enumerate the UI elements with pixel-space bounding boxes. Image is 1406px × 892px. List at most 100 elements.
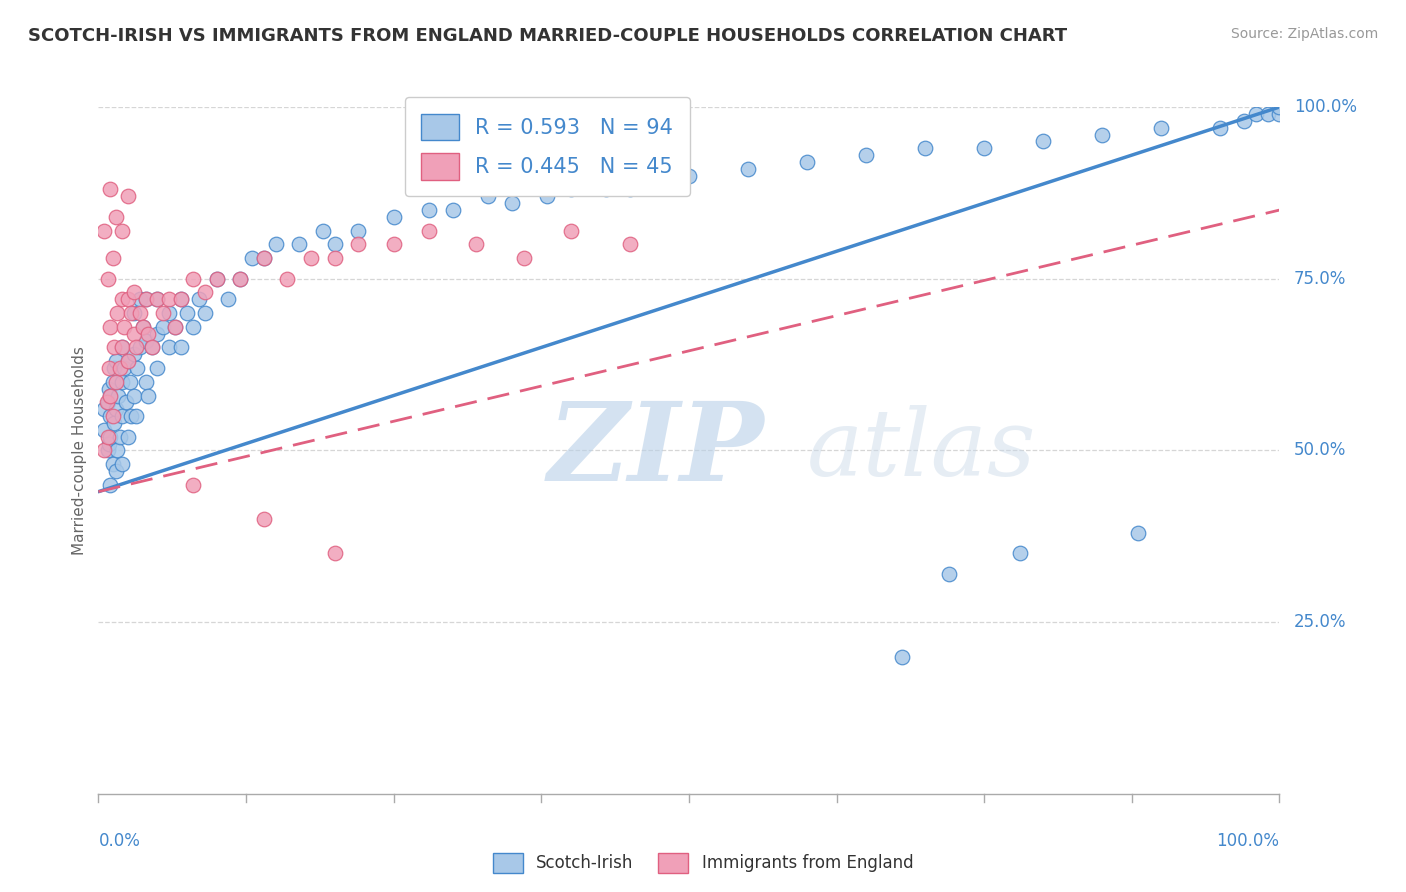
Text: SCOTCH-IRISH VS IMMIGRANTS FROM ENGLAND MARRIED-COUPLE HOUSEHOLDS CORRELATION CH: SCOTCH-IRISH VS IMMIGRANTS FROM ENGLAND … <box>28 27 1067 45</box>
Point <box>97 271 120 285</box>
Legend: Scotch-Irish, Immigrants from England: Scotch-Irish, Immigrants from England <box>486 847 920 880</box>
Point <box>98 430 121 444</box>
Point <box>101 375 124 389</box>
Point <box>240 251 263 265</box>
Point <box>125 340 148 354</box>
Point <box>122 388 145 402</box>
Point <box>181 319 204 334</box>
Point <box>111 457 134 471</box>
Point <box>205 271 228 285</box>
Point <box>194 306 217 320</box>
Point <box>299 251 322 265</box>
Point <box>253 251 276 265</box>
Point <box>678 169 700 183</box>
Point <box>111 293 134 307</box>
Point <box>1008 546 1031 561</box>
Point <box>136 388 159 402</box>
Point <box>117 430 139 444</box>
Point <box>1091 128 1114 142</box>
Text: 100.0%: 100.0% <box>1294 98 1357 116</box>
Point <box>127 361 149 376</box>
Point <box>619 182 641 196</box>
Point <box>98 388 121 402</box>
Point <box>135 293 157 307</box>
Point <box>93 423 115 437</box>
Point <box>1268 100 1291 114</box>
Point <box>855 148 877 162</box>
Point <box>121 306 143 320</box>
Point <box>536 189 558 203</box>
Point <box>101 457 124 471</box>
Y-axis label: Married-couple Households: Married-couple Households <box>72 346 87 555</box>
Point <box>121 409 143 423</box>
Point <box>105 306 128 320</box>
Point <box>122 285 145 300</box>
Point <box>97 395 120 409</box>
Point <box>125 409 148 423</box>
Point <box>105 402 128 417</box>
Text: atlas: atlas <box>807 406 1036 495</box>
Point <box>103 361 125 376</box>
Point <box>418 203 440 218</box>
Point <box>117 293 139 307</box>
Point <box>141 340 163 354</box>
Point <box>101 409 124 423</box>
Point <box>132 319 155 334</box>
Point <box>441 203 464 218</box>
Point <box>595 182 617 196</box>
Point <box>157 293 180 307</box>
Point <box>914 141 936 155</box>
Point <box>253 512 276 526</box>
Point <box>120 375 142 389</box>
Point <box>111 375 134 389</box>
Point <box>165 319 187 334</box>
Point <box>560 224 582 238</box>
Point <box>347 224 370 238</box>
Point <box>938 567 960 582</box>
Point <box>98 388 121 402</box>
Point <box>146 293 169 307</box>
Point <box>98 319 121 334</box>
Point <box>108 361 131 376</box>
Point <box>170 340 193 354</box>
Point <box>135 293 157 307</box>
Point <box>101 251 124 265</box>
Point <box>973 141 995 155</box>
Point <box>181 271 204 285</box>
Point <box>135 334 157 348</box>
Text: Source: ZipAtlas.com: Source: ZipAtlas.com <box>1230 27 1378 41</box>
Point <box>128 306 150 320</box>
Point <box>103 340 125 354</box>
Point <box>229 271 252 285</box>
Point <box>264 237 287 252</box>
Point <box>122 347 145 361</box>
Point <box>105 443 128 458</box>
Point <box>465 237 488 252</box>
Text: 100.0%: 100.0% <box>1216 831 1279 850</box>
Point <box>253 251 276 265</box>
Point <box>122 326 145 341</box>
Point <box>165 319 187 334</box>
Point <box>105 210 128 224</box>
Point <box>1209 120 1232 135</box>
Point <box>152 319 174 334</box>
Point <box>205 271 228 285</box>
Point <box>1150 120 1173 135</box>
Point <box>93 402 115 417</box>
Legend: R = 0.593   N = 94, R = 0.445   N = 45: R = 0.593 N = 94, R = 0.445 N = 45 <box>405 97 690 196</box>
Point <box>128 293 150 307</box>
Point <box>146 326 169 341</box>
Point <box>1244 107 1267 121</box>
Point <box>890 649 912 664</box>
Point <box>111 340 134 354</box>
Point <box>217 293 239 307</box>
Point <box>146 293 169 307</box>
Point <box>103 416 125 430</box>
Point <box>1126 525 1149 540</box>
Point <box>288 237 311 252</box>
Point <box>477 189 499 203</box>
Point <box>105 354 128 368</box>
Point <box>170 293 193 307</box>
Point <box>105 464 128 478</box>
Point <box>98 361 121 376</box>
